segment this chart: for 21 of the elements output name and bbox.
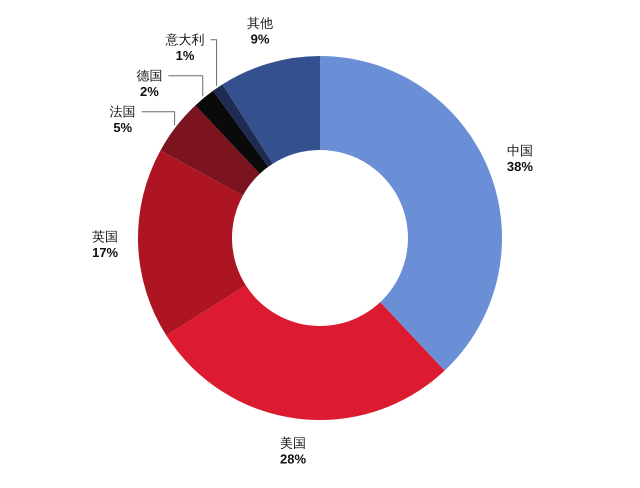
data-label: 1% xyxy=(176,48,195,63)
donut-slice xyxy=(195,90,268,174)
slice-label: 美国 xyxy=(280,435,306,450)
donut-slice xyxy=(222,56,320,164)
slice-label: 法国 xyxy=(110,104,136,119)
slice-label: 英国 xyxy=(92,228,118,244)
data-label: 5% xyxy=(113,120,133,135)
slice-label: 德国 xyxy=(136,68,162,83)
donut-slice xyxy=(138,150,246,336)
slice-label: 其他 xyxy=(247,16,274,31)
donut-slice xyxy=(213,84,273,167)
slice-label: 意大利 xyxy=(164,32,205,47)
data-label: 38% xyxy=(506,158,534,174)
donut-slice xyxy=(160,105,260,196)
data-label: 17% xyxy=(92,244,119,260)
donut-slice xyxy=(166,285,445,420)
donut-slice xyxy=(320,56,502,371)
data-label: 2% xyxy=(140,84,160,99)
data-label: 28% xyxy=(280,451,306,466)
slice-label: 中国 xyxy=(506,142,533,158)
data-label: 9% xyxy=(250,32,270,47)
